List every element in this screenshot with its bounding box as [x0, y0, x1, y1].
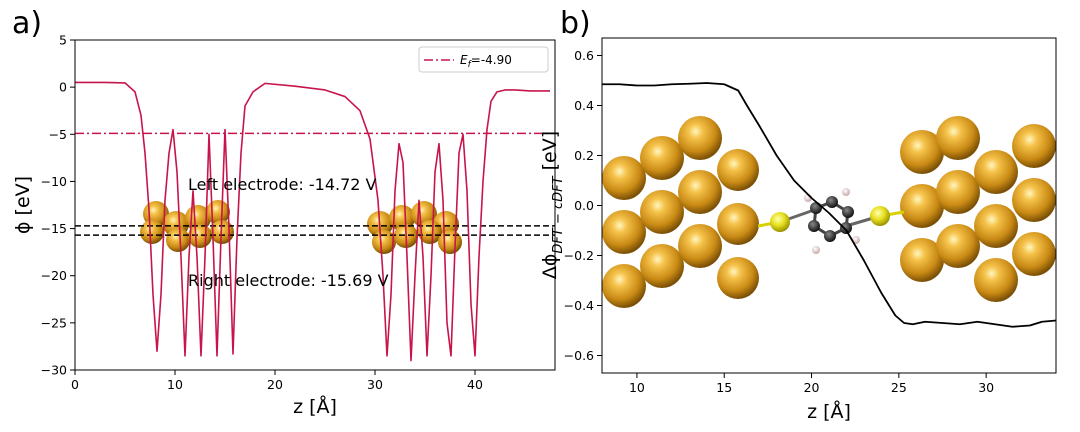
y-tick-label: −5: [49, 127, 67, 142]
panel-b-ylabel: ΔϕDFT − cDFT [eV]: [539, 131, 566, 279]
y-tick-label: −0.2: [564, 248, 594, 263]
x-tick-label: 20: [267, 377, 283, 392]
right-electrode-annotation: Right electrode: -15.69 V: [188, 271, 389, 290]
x-tick-label: 20: [804, 380, 820, 395]
y-tick-label: 0.0: [574, 198, 594, 213]
x-tick-label: 25: [891, 380, 907, 395]
x-tick-label: 30: [978, 380, 994, 395]
y-tick-label: −10: [41, 174, 67, 189]
left-electrode-annotation: Left electrode: -14.72 V: [188, 175, 377, 194]
y-tick-label: −0.6: [564, 348, 594, 363]
x-tick-label: 30: [367, 377, 383, 392]
right-gold-electrode: [900, 116, 1056, 302]
x-tick-label: 40: [467, 377, 483, 392]
potential-difference-curve: [602, 82, 1056, 328]
x-tick-label: 10: [167, 377, 183, 392]
y-tick-label: 0: [59, 80, 67, 95]
panel-a-label: a): [12, 6, 42, 41]
y-tick-label: −0.4: [564, 298, 594, 313]
panel-a-frame: [74, 39, 556, 371]
legend-label: Ef=-4.90: [460, 53, 512, 70]
panel-b-plot: [602, 82, 1056, 328]
left-gold-electrode: [602, 116, 759, 308]
bdt-molecule: [757, 188, 905, 254]
y-tick-label: −30: [41, 363, 67, 378]
x-tick-label: 10: [629, 380, 645, 395]
y-tick-label: 5: [59, 33, 67, 48]
y-tick-label: −15: [41, 221, 67, 236]
panel-b: b): [539, 6, 1057, 423]
y-tick-label: 0.6: [574, 48, 594, 63]
panel-a-xlabel: z [Å]: [293, 395, 337, 418]
y-tick-label: −20: [41, 268, 67, 283]
legend: Ef=-4.90: [418, 46, 549, 73]
panel-a-ylabel: ϕ [eV]: [12, 176, 34, 234]
panel-a: a) 0 10 20 30 40: [12, 6, 556, 418]
molecule-junction-image: [602, 116, 1056, 308]
x-tick-label: 15: [716, 380, 732, 395]
y-tick-label: 0.2: [574, 148, 594, 163]
panel-b-xlabel: z [Å]: [807, 400, 851, 423]
y-tick-label: 0.4: [574, 98, 594, 113]
y-tick-label: −25: [41, 315, 67, 330]
panel-a-plot: [75, 81, 555, 362]
panel-b-label: b): [560, 6, 591, 41]
x-tick-label: 0: [71, 377, 79, 392]
potential-curve: [75, 81, 550, 362]
